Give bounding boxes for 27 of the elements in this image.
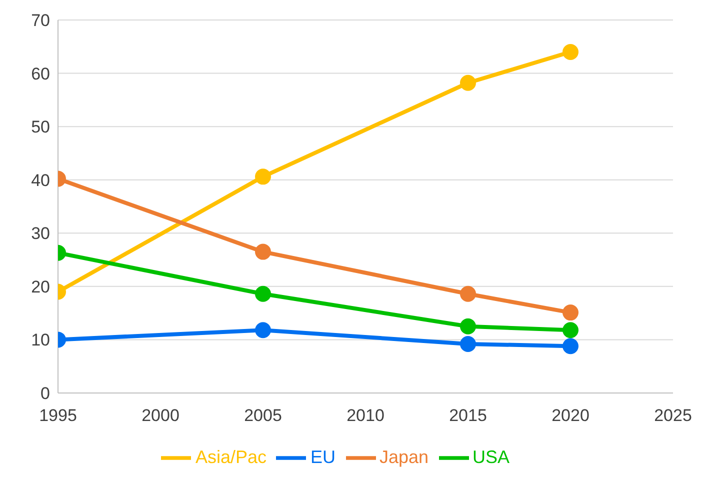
y-tick-label: 50: [31, 118, 50, 137]
y-tick-label: 10: [31, 330, 50, 350]
legend-label: USA: [472, 446, 510, 467]
y-tick-label: 70: [31, 11, 50, 30]
x-tick-label: 1995: [39, 406, 77, 426]
point: [460, 74, 476, 91]
y-tick-label: 60: [31, 64, 50, 84]
y-tick-label: 0: [40, 384, 50, 404]
legend-label: Japan: [380, 446, 429, 467]
point: [562, 322, 578, 338]
x-tick-label: 2015: [449, 406, 487, 426]
point: [460, 336, 476, 352]
x-tick-label: 2025: [654, 406, 692, 426]
point: [562, 338, 578, 354]
point: [562, 304, 578, 321]
x-tick-label: 2010: [346, 406, 384, 426]
legend-label: EU: [310, 446, 336, 467]
y-tick-label: 30: [31, 224, 50, 244]
x-tick-label: 2005: [244, 406, 282, 426]
point: [562, 44, 578, 60]
point: [460, 286, 476, 302]
y-tick-label: 20: [31, 277, 50, 296]
x-tick-label: 2000: [142, 406, 180, 426]
y-tick-label: 40: [31, 170, 50, 190]
x-tick-label: 2020: [552, 406, 590, 426]
legend-label: Asia/Pac: [195, 446, 266, 467]
point: [460, 318, 476, 334]
